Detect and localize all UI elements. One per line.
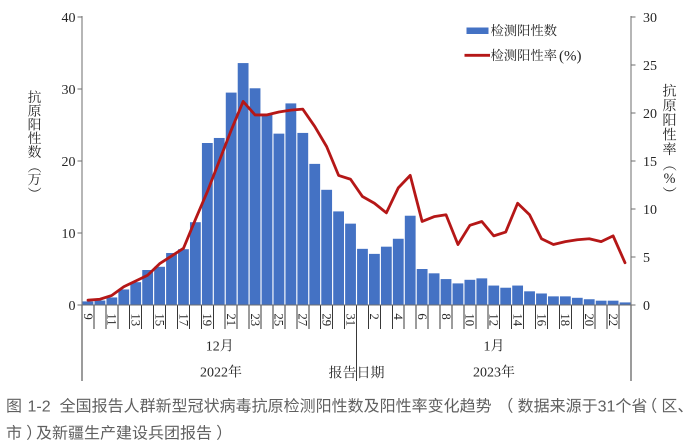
svg-text:15: 15	[643, 155, 657, 170]
svg-text:12: 12	[487, 313, 501, 326]
svg-text:30: 30	[643, 11, 657, 26]
svg-text:0: 0	[643, 299, 650, 314]
svg-text:1: 1	[484, 339, 491, 354]
svg-text:29: 29	[319, 313, 333, 326]
svg-text:11: 11	[105, 313, 119, 325]
svg-text:30: 30	[62, 83, 76, 98]
svg-text:5: 5	[643, 251, 650, 266]
svg-text:20: 20	[582, 313, 596, 326]
svg-text:23: 23	[248, 313, 262, 326]
svg-text:%: %	[664, 171, 676, 187]
svg-text:12: 12	[206, 339, 220, 354]
svg-text:17: 17	[176, 313, 190, 326]
svg-text:2023: 2023	[473, 366, 501, 381]
svg-text:2: 2	[367, 313, 381, 319]
svg-text:(%): (%)	[559, 48, 582, 64]
svg-text:20: 20	[643, 107, 657, 122]
svg-text:18: 18	[558, 313, 572, 326]
svg-text:6: 6	[415, 313, 429, 320]
svg-text:15: 15	[152, 313, 166, 326]
svg-text:10: 10	[62, 227, 76, 242]
svg-text:19: 19	[200, 313, 214, 326]
svg-text:10: 10	[643, 203, 657, 218]
svg-text:25: 25	[272, 313, 286, 326]
svg-text:31: 31	[343, 313, 357, 326]
svg-text:8: 8	[439, 313, 453, 319]
svg-text:2022: 2022	[200, 366, 228, 381]
svg-text:27: 27	[296, 313, 310, 326]
svg-text:9: 9	[81, 313, 95, 319]
svg-text:21: 21	[224, 313, 238, 326]
svg-text:40: 40	[62, 11, 76, 26]
svg-text:20: 20	[62, 155, 76, 170]
svg-text:14: 14	[510, 313, 524, 326]
svg-text:13: 13	[129, 313, 143, 326]
svg-text:0: 0	[69, 299, 76, 314]
svg-text:31: 31	[598, 399, 616, 416]
svg-text:25: 25	[643, 59, 657, 74]
svg-text:16: 16	[534, 313, 548, 326]
svg-text:22: 22	[606, 313, 620, 326]
svg-text:1-2: 1-2	[28, 399, 51, 416]
svg-text:10: 10	[463, 313, 477, 326]
svg-text:4: 4	[391, 313, 405, 320]
